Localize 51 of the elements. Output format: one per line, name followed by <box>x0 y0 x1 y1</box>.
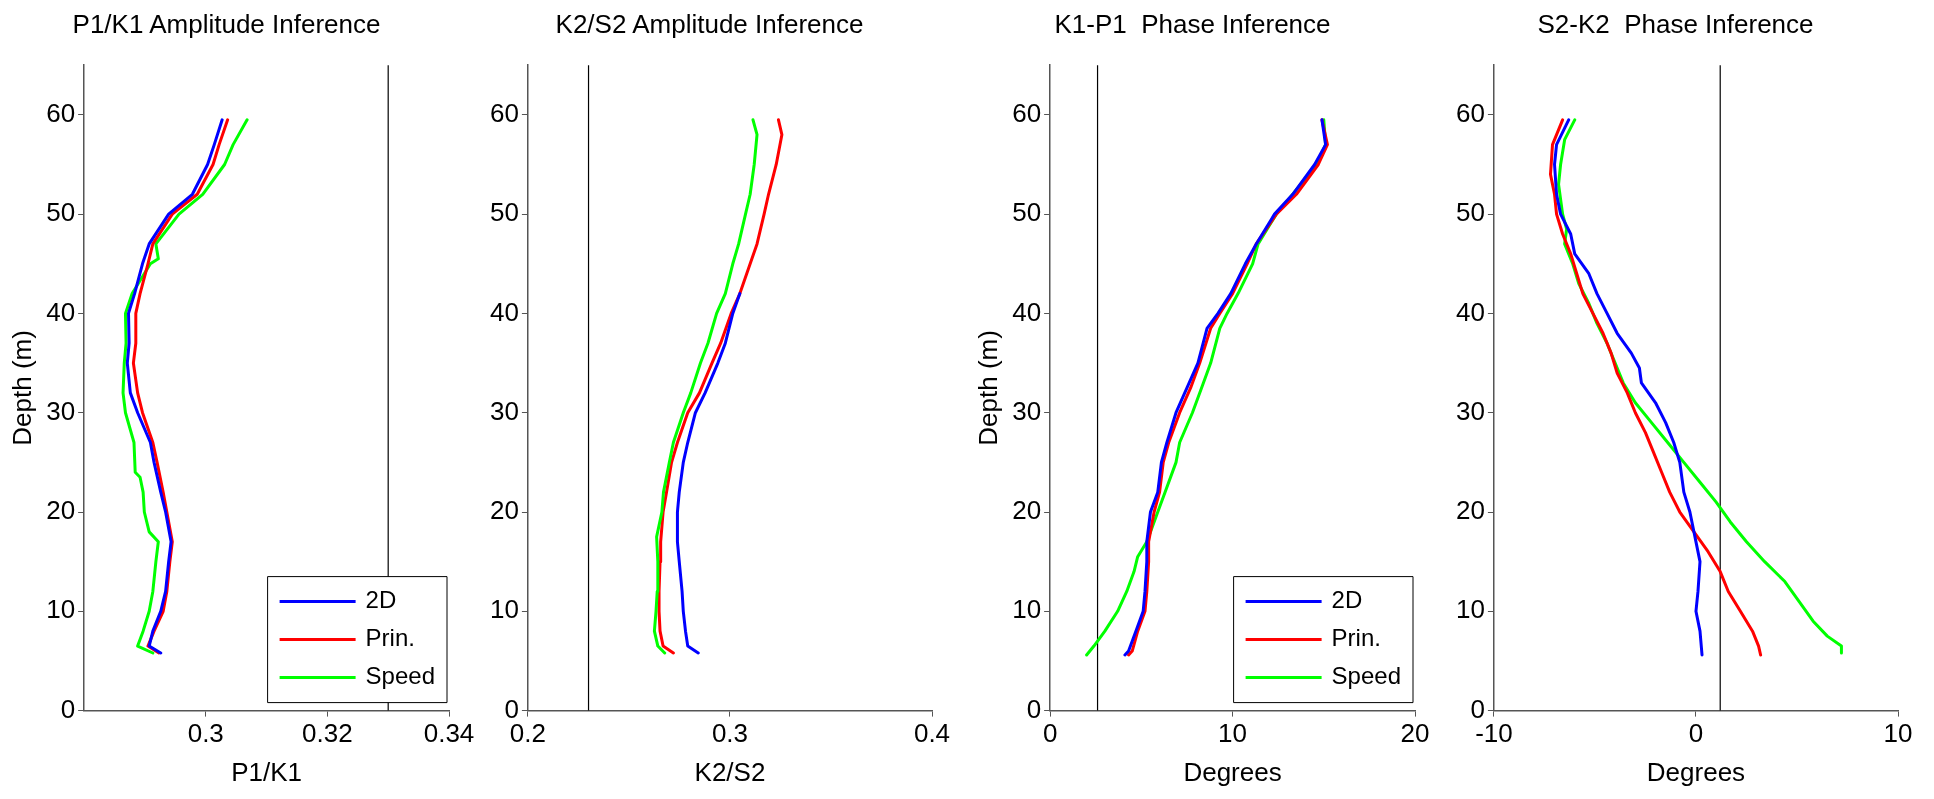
y-tick-label: 20 <box>1012 495 1042 526</box>
y-axis-title: Depth (m) <box>6 330 37 446</box>
y-tick-label: 30 <box>1012 395 1042 426</box>
y-tick-label: 20 <box>46 495 76 526</box>
chart-title: P1/K1 Amplitude Inference <box>72 8 381 39</box>
y-tick-label: 40 <box>46 296 76 327</box>
chart-title: K1-P1 Phase Inference <box>1054 8 1331 39</box>
y-tick-label: 50 <box>490 197 519 228</box>
legend-label: Speed <box>365 662 436 690</box>
y-tick-label: 0 <box>60 693 76 724</box>
x-tick-label: 10 <box>1883 718 1913 749</box>
y-axis-title: Depth (m) <box>972 330 1003 446</box>
y-tick-label: 30 <box>1456 395 1485 426</box>
x-tick-label: 0.3 <box>711 718 749 749</box>
legend-label: Prin. <box>1331 624 1381 652</box>
legend-label: 2D <box>1331 586 1363 614</box>
x-tick-label: 10 <box>1218 718 1248 749</box>
y-tick-label: 10 <box>46 594 76 625</box>
x-tick-label: 0.32 <box>302 718 353 749</box>
x-tick-label: 0.34 <box>423 718 475 749</box>
y-tick-label: 10 <box>1456 594 1485 625</box>
y-tick-label: 60 <box>1012 98 1042 129</box>
chart-title: S2-K2 Phase Inference <box>1537 8 1814 39</box>
x-axis-title: Degrees <box>1646 756 1746 787</box>
y-tick-label: 50 <box>46 197 76 228</box>
x-tick-label: 0.4 <box>913 718 951 749</box>
y-tick-label: 50 <box>1456 197 1485 228</box>
y-tick-label: 10 <box>490 594 519 625</box>
y-tick-label: 60 <box>1456 98 1485 129</box>
x-tick-label: 0.3 <box>187 718 224 749</box>
y-tick-label: 0 <box>1026 693 1042 724</box>
y-tick-label: 20 <box>1456 495 1485 526</box>
y-tick-label: 10 <box>1012 594 1042 625</box>
y-tick-label: 30 <box>46 395 76 426</box>
x-axis-title: Degrees <box>1183 756 1282 787</box>
x-tick-label: 20 <box>1400 718 1430 749</box>
chart-title: K2/S2 Amplitude Inference <box>555 8 864 39</box>
legend-label: Speed <box>1331 662 1402 690</box>
y-tick-label: 40 <box>1456 296 1485 327</box>
x-tick-label: 0 <box>1688 718 1704 749</box>
y-tick-label: 60 <box>46 98 76 129</box>
y-tick-label: 60 <box>490 98 519 129</box>
y-tick-label: 30 <box>490 395 519 426</box>
legend-label: 2D <box>365 586 397 614</box>
y-tick-label: 40 <box>490 296 519 327</box>
x-axis-title: P1/K1 <box>231 756 302 787</box>
y-tick-label: 50 <box>1012 197 1042 228</box>
y-tick-label: 40 <box>1012 296 1042 327</box>
y-tick-label: 20 <box>490 495 519 526</box>
legend-label: Prin. <box>365 624 415 652</box>
x-axis-title: K2/S2 <box>694 756 766 787</box>
